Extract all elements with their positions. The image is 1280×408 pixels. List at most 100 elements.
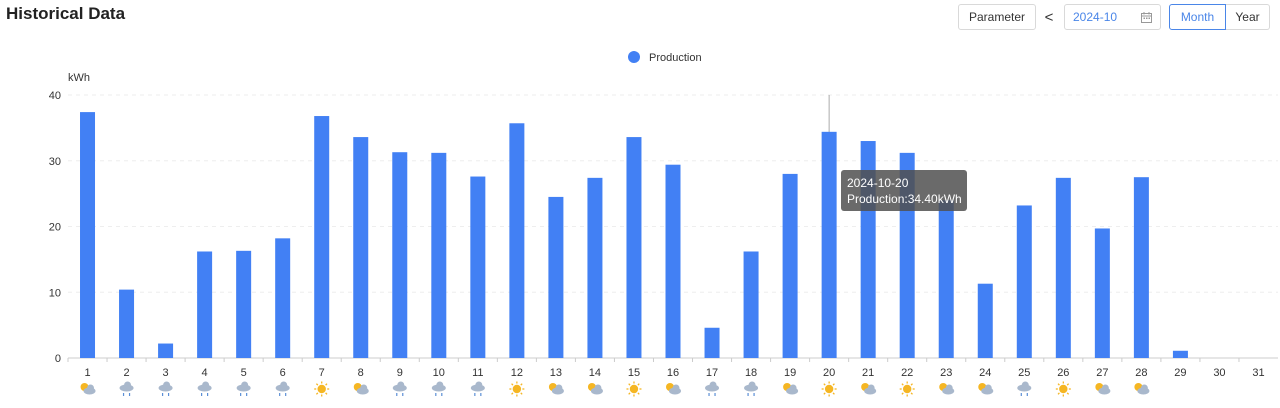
bar-day-1: [80, 112, 96, 358]
x-tick-label: 29: [1174, 367, 1186, 379]
x-tick-label: 10: [433, 367, 445, 379]
bar-day-3: [158, 343, 174, 358]
x-tick-label: 7: [319, 367, 325, 379]
y-tick-label: 0: [55, 353, 61, 365]
bar-day-6: [275, 238, 291, 358]
rain-icon: [119, 381, 134, 396]
rain-icon: [470, 381, 485, 396]
x-tick-label: 18: [745, 367, 757, 379]
partly-cloudy-icon: [80, 383, 96, 395]
bar-day-5: [236, 250, 252, 358]
x-tick-label: 14: [589, 367, 601, 379]
x-tick-label: 12: [511, 367, 523, 379]
bar-day-13: [548, 196, 564, 358]
sunny-icon: [1055, 381, 1071, 397]
rain-icon: [197, 381, 212, 396]
bar-day-29: [1172, 350, 1188, 358]
bar-day-16: [665, 164, 681, 358]
partly-cloudy-icon: [587, 383, 603, 395]
y-axis-label: kWh: [68, 72, 90, 84]
year-toggle-button[interactable]: Year: [1226, 4, 1270, 30]
x-tick-label: 6: [280, 367, 286, 379]
rain-icon: [431, 381, 446, 396]
bar-day-28: [1133, 177, 1149, 358]
month-toggle-button[interactable]: Month: [1169, 4, 1226, 30]
x-tick-label: 24: [979, 367, 991, 379]
bar-day-15: [626, 137, 642, 358]
partly-cloudy-icon: [1134, 383, 1150, 395]
bar-tooltip: 2024-10-20 Production:34.40kWh: [841, 170, 967, 211]
tooltip-value: Production:34.40kWh: [847, 192, 962, 206]
month-picker-input[interactable]: 2024-10: [1064, 4, 1161, 30]
bar-day-4: [197, 251, 213, 358]
bar-day-26: [1055, 177, 1071, 358]
x-tick-label: 1: [84, 367, 90, 379]
bar-day-18: [743, 251, 759, 358]
x-tick-label: 21: [862, 367, 874, 379]
sunny-icon: [821, 381, 837, 397]
y-tick-label: 30: [49, 156, 61, 168]
x-tick-label: 30: [1213, 367, 1225, 379]
bar-day-7: [314, 116, 330, 358]
partly-cloudy-icon: [861, 383, 877, 395]
x-tick-label: 23: [940, 367, 952, 379]
x-tick-label: 8: [358, 367, 364, 379]
parameter-button[interactable]: Parameter: [958, 4, 1036, 30]
month-picker-value: 2024-10: [1073, 10, 1118, 24]
rain-icon: [158, 381, 173, 396]
rain-icon: [705, 381, 720, 396]
bar-day-9: [392, 152, 408, 358]
y-tick-label: 20: [49, 222, 61, 234]
toolbar: Parameter < 2024-10 Month Year: [958, 4, 1280, 31]
sunny-icon: [899, 381, 915, 397]
x-tick-label: 15: [628, 367, 640, 379]
x-tick-label: 25: [1018, 367, 1030, 379]
page-title: Historical Data: [6, 4, 126, 23]
partly-cloudy-icon: [783, 383, 799, 395]
x-tick-label: 2: [123, 367, 129, 379]
partly-cloudy-icon: [978, 383, 994, 395]
bar-day-27: [1094, 228, 1110, 358]
legend-marker: [628, 51, 640, 63]
x-tick-label: 31: [1252, 367, 1264, 379]
bar-day-12: [509, 123, 525, 359]
sunny-icon: [626, 381, 642, 397]
x-tick-label: 11: [472, 367, 483, 379]
prev-month-button[interactable]: <: [1042, 4, 1056, 30]
x-tick-label: 5: [241, 367, 247, 379]
calendar-icon: [1141, 11, 1152, 23]
rain-icon: [744, 381, 759, 396]
x-tick-label: 3: [163, 367, 169, 379]
partly-cloudy-icon: [548, 383, 564, 395]
partly-cloudy-icon: [353, 383, 369, 395]
bar-day-2: [119, 289, 135, 358]
x-tick-label: 28: [1135, 367, 1147, 379]
tooltip-date: 2024-10-20: [847, 176, 909, 190]
bar-day-8: [353, 137, 369, 358]
x-tick-label: 16: [667, 367, 679, 379]
x-tick-label: 9: [397, 367, 403, 379]
x-tick-label: 19: [784, 367, 796, 379]
y-tick-label: 40: [49, 90, 61, 102]
bar-day-17: [704, 327, 720, 358]
bar-day-25: [1016, 205, 1032, 358]
x-tick-label: 4: [202, 367, 208, 379]
x-tick-label: 22: [901, 367, 913, 379]
bar-day-14: [587, 177, 603, 358]
rain-icon: [236, 381, 251, 396]
bar-day-11: [470, 176, 486, 358]
sunny-icon: [509, 381, 525, 397]
x-tick-label: 17: [706, 367, 718, 379]
partly-cloudy-icon: [939, 383, 955, 395]
bar-day-20: [821, 131, 837, 358]
x-tick-label: 20: [823, 367, 835, 379]
partly-cloudy-icon: [1095, 383, 1111, 395]
rain-icon: [392, 381, 407, 396]
bar-day-24: [977, 283, 993, 358]
partly-cloudy-icon: [666, 383, 681, 395]
rain-icon: [275, 381, 290, 396]
x-tick-label: 13: [550, 367, 562, 379]
legend-label: Production: [649, 52, 702, 64]
bar-day-19: [782, 173, 798, 358]
